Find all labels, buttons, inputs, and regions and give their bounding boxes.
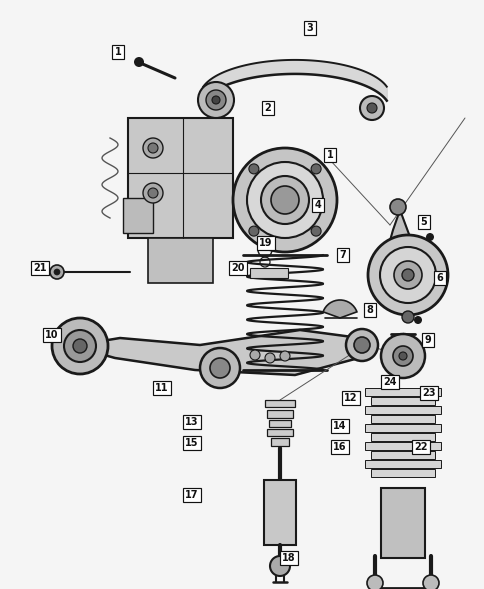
Text: 1: 1: [114, 47, 121, 57]
Bar: [264, 400, 294, 407]
Bar: [148, 238, 212, 283]
Circle shape: [143, 183, 163, 203]
Bar: [123, 198, 152, 233]
Circle shape: [279, 351, 289, 361]
Wedge shape: [322, 300, 356, 318]
Text: 17: 17: [185, 490, 198, 500]
Circle shape: [310, 164, 320, 174]
Bar: [364, 424, 440, 432]
Circle shape: [134, 57, 144, 67]
Circle shape: [264, 353, 274, 363]
Text: 11: 11: [155, 383, 168, 393]
Circle shape: [389, 199, 405, 215]
Bar: [128, 118, 232, 238]
Bar: [263, 480, 295, 545]
Bar: [380, 488, 424, 558]
Circle shape: [64, 330, 96, 362]
Text: 2: 2: [264, 103, 271, 113]
Circle shape: [353, 337, 369, 353]
Circle shape: [366, 103, 376, 113]
Circle shape: [398, 352, 406, 360]
Circle shape: [413, 316, 421, 324]
Circle shape: [232, 148, 336, 252]
Bar: [370, 433, 434, 441]
Circle shape: [73, 339, 87, 353]
Bar: [267, 410, 292, 418]
Bar: [271, 438, 288, 446]
Circle shape: [271, 186, 298, 214]
Circle shape: [401, 311, 413, 323]
Bar: [269, 420, 290, 427]
Text: 9: 9: [424, 335, 430, 345]
Text: 20: 20: [231, 263, 244, 273]
Polygon shape: [72, 330, 369, 375]
Text: 14: 14: [333, 421, 346, 431]
Text: 1: 1: [326, 150, 333, 160]
Circle shape: [210, 358, 229, 378]
Bar: [267, 429, 292, 436]
Circle shape: [425, 233, 433, 241]
Text: 12: 12: [344, 393, 357, 403]
Text: 24: 24: [382, 377, 396, 387]
Text: 7: 7: [339, 250, 346, 260]
Text: 16: 16: [333, 442, 346, 452]
Circle shape: [206, 90, 226, 110]
Bar: [364, 388, 440, 396]
Text: 22: 22: [413, 442, 427, 452]
Text: 18: 18: [282, 553, 295, 563]
Bar: [370, 469, 434, 477]
Text: 13: 13: [185, 417, 198, 427]
Circle shape: [246, 162, 322, 238]
Circle shape: [54, 269, 60, 275]
Bar: [370, 451, 434, 459]
Polygon shape: [385, 210, 419, 305]
Text: 19: 19: [259, 238, 272, 248]
Circle shape: [197, 82, 233, 118]
Text: 5: 5: [420, 217, 426, 227]
Circle shape: [366, 575, 382, 589]
Circle shape: [148, 188, 158, 198]
Circle shape: [50, 265, 64, 279]
Bar: [364, 460, 440, 468]
Circle shape: [52, 318, 108, 374]
Circle shape: [359, 96, 383, 120]
Circle shape: [248, 226, 258, 236]
Circle shape: [249, 350, 259, 360]
Circle shape: [345, 329, 377, 361]
Bar: [364, 442, 440, 450]
Text: 21: 21: [33, 263, 46, 273]
Bar: [370, 415, 434, 423]
Circle shape: [393, 261, 421, 289]
Circle shape: [310, 226, 320, 236]
Circle shape: [379, 247, 435, 303]
Circle shape: [148, 143, 158, 153]
Text: 3: 3: [306, 23, 313, 33]
Text: 4: 4: [314, 200, 321, 210]
Bar: [249, 268, 287, 278]
Text: 6: 6: [436, 273, 442, 283]
Circle shape: [212, 96, 220, 104]
Circle shape: [270, 556, 289, 576]
Text: 23: 23: [422, 388, 435, 398]
Circle shape: [260, 176, 308, 224]
Text: 10: 10: [45, 330, 59, 340]
Text: 8: 8: [366, 305, 373, 315]
Bar: [370, 397, 434, 405]
Circle shape: [248, 164, 258, 174]
Circle shape: [392, 346, 412, 366]
Circle shape: [367, 235, 447, 315]
Circle shape: [199, 348, 240, 388]
Bar: [364, 406, 440, 414]
Circle shape: [401, 269, 413, 281]
Circle shape: [422, 575, 438, 589]
Circle shape: [143, 138, 163, 158]
Text: 15: 15: [185, 438, 198, 448]
Circle shape: [380, 334, 424, 378]
